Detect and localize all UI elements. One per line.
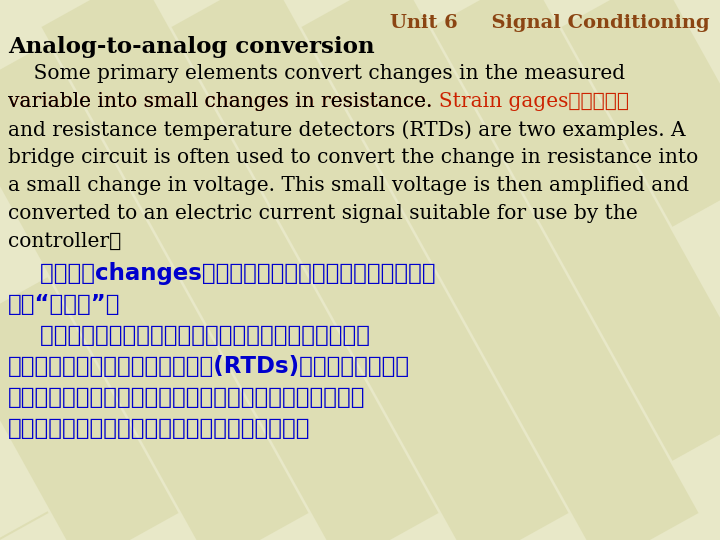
Text: Analog-to-analog conversion: Analog-to-analog conversion <box>8 36 374 58</box>
Text: and resistance temperature detectors (RTDs) are two examples. A: and resistance temperature detectors (RT… <box>8 120 685 140</box>
Text: Some primary elements convert changes in the measured: Some primary elements convert changes in… <box>8 64 625 83</box>
Text: 化量。应变片和电阵式温度探测器(RTDs)就是两个例子。电: 化量。应变片和电阵式温度探测器(RTDs)就是两个例子。电 <box>8 355 410 378</box>
Text: 桥常用于将电阵的变化量转换成很小的电压变化量。然后小: 桥常用于将电阵的变化量转换成很小的电压变化量。然后小 <box>8 386 366 409</box>
Text: variable into small changes in resistance.: variable into small changes in resistanc… <box>8 92 438 111</box>
Text: bridge circuit is often used to convert the change in resistance into: bridge circuit is often used to convert … <box>8 148 698 167</box>
Text: 电压被放大，转换成适合控制器使用的电流信号。: 电压被放大，转换成适合控制器使用的电流信号。 <box>8 417 310 440</box>
Text: Unit 6     Signal Conditioning: Unit 6 Signal Conditioning <box>390 14 710 32</box>
Text: 量的“变化量”。: 量的“变化量”。 <box>8 293 120 316</box>
Text: a small change in voltage. This small voltage is then amplified and: a small change in voltage. This small vo… <box>8 176 689 195</box>
Text: variable into small changes in resistance. Strain gages（应变仪）: variable into small changes in resistanc… <box>8 92 629 111</box>
Text: 注意句中changes强调转换的不是被测量本身，而是被测: 注意句中changes强调转换的不是被测量本身，而是被测 <box>8 262 436 285</box>
Text: controller。: controller。 <box>8 232 121 251</box>
Text: converted to an electric current signal suitable for use by the: converted to an electric current signal … <box>8 204 638 223</box>
Text: 一些基本元件将被测量的变化量转换成电阵的很小的变: 一些基本元件将被测量的变化量转换成电阵的很小的变 <box>8 324 370 347</box>
